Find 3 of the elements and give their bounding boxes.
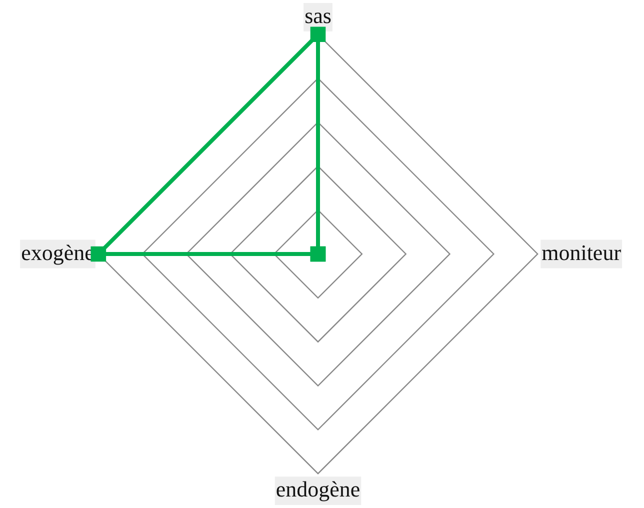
spoke-label: sas xyxy=(304,2,332,28)
spoke-label: moniteur xyxy=(542,240,622,265)
spoke-label: endogène xyxy=(276,476,360,502)
